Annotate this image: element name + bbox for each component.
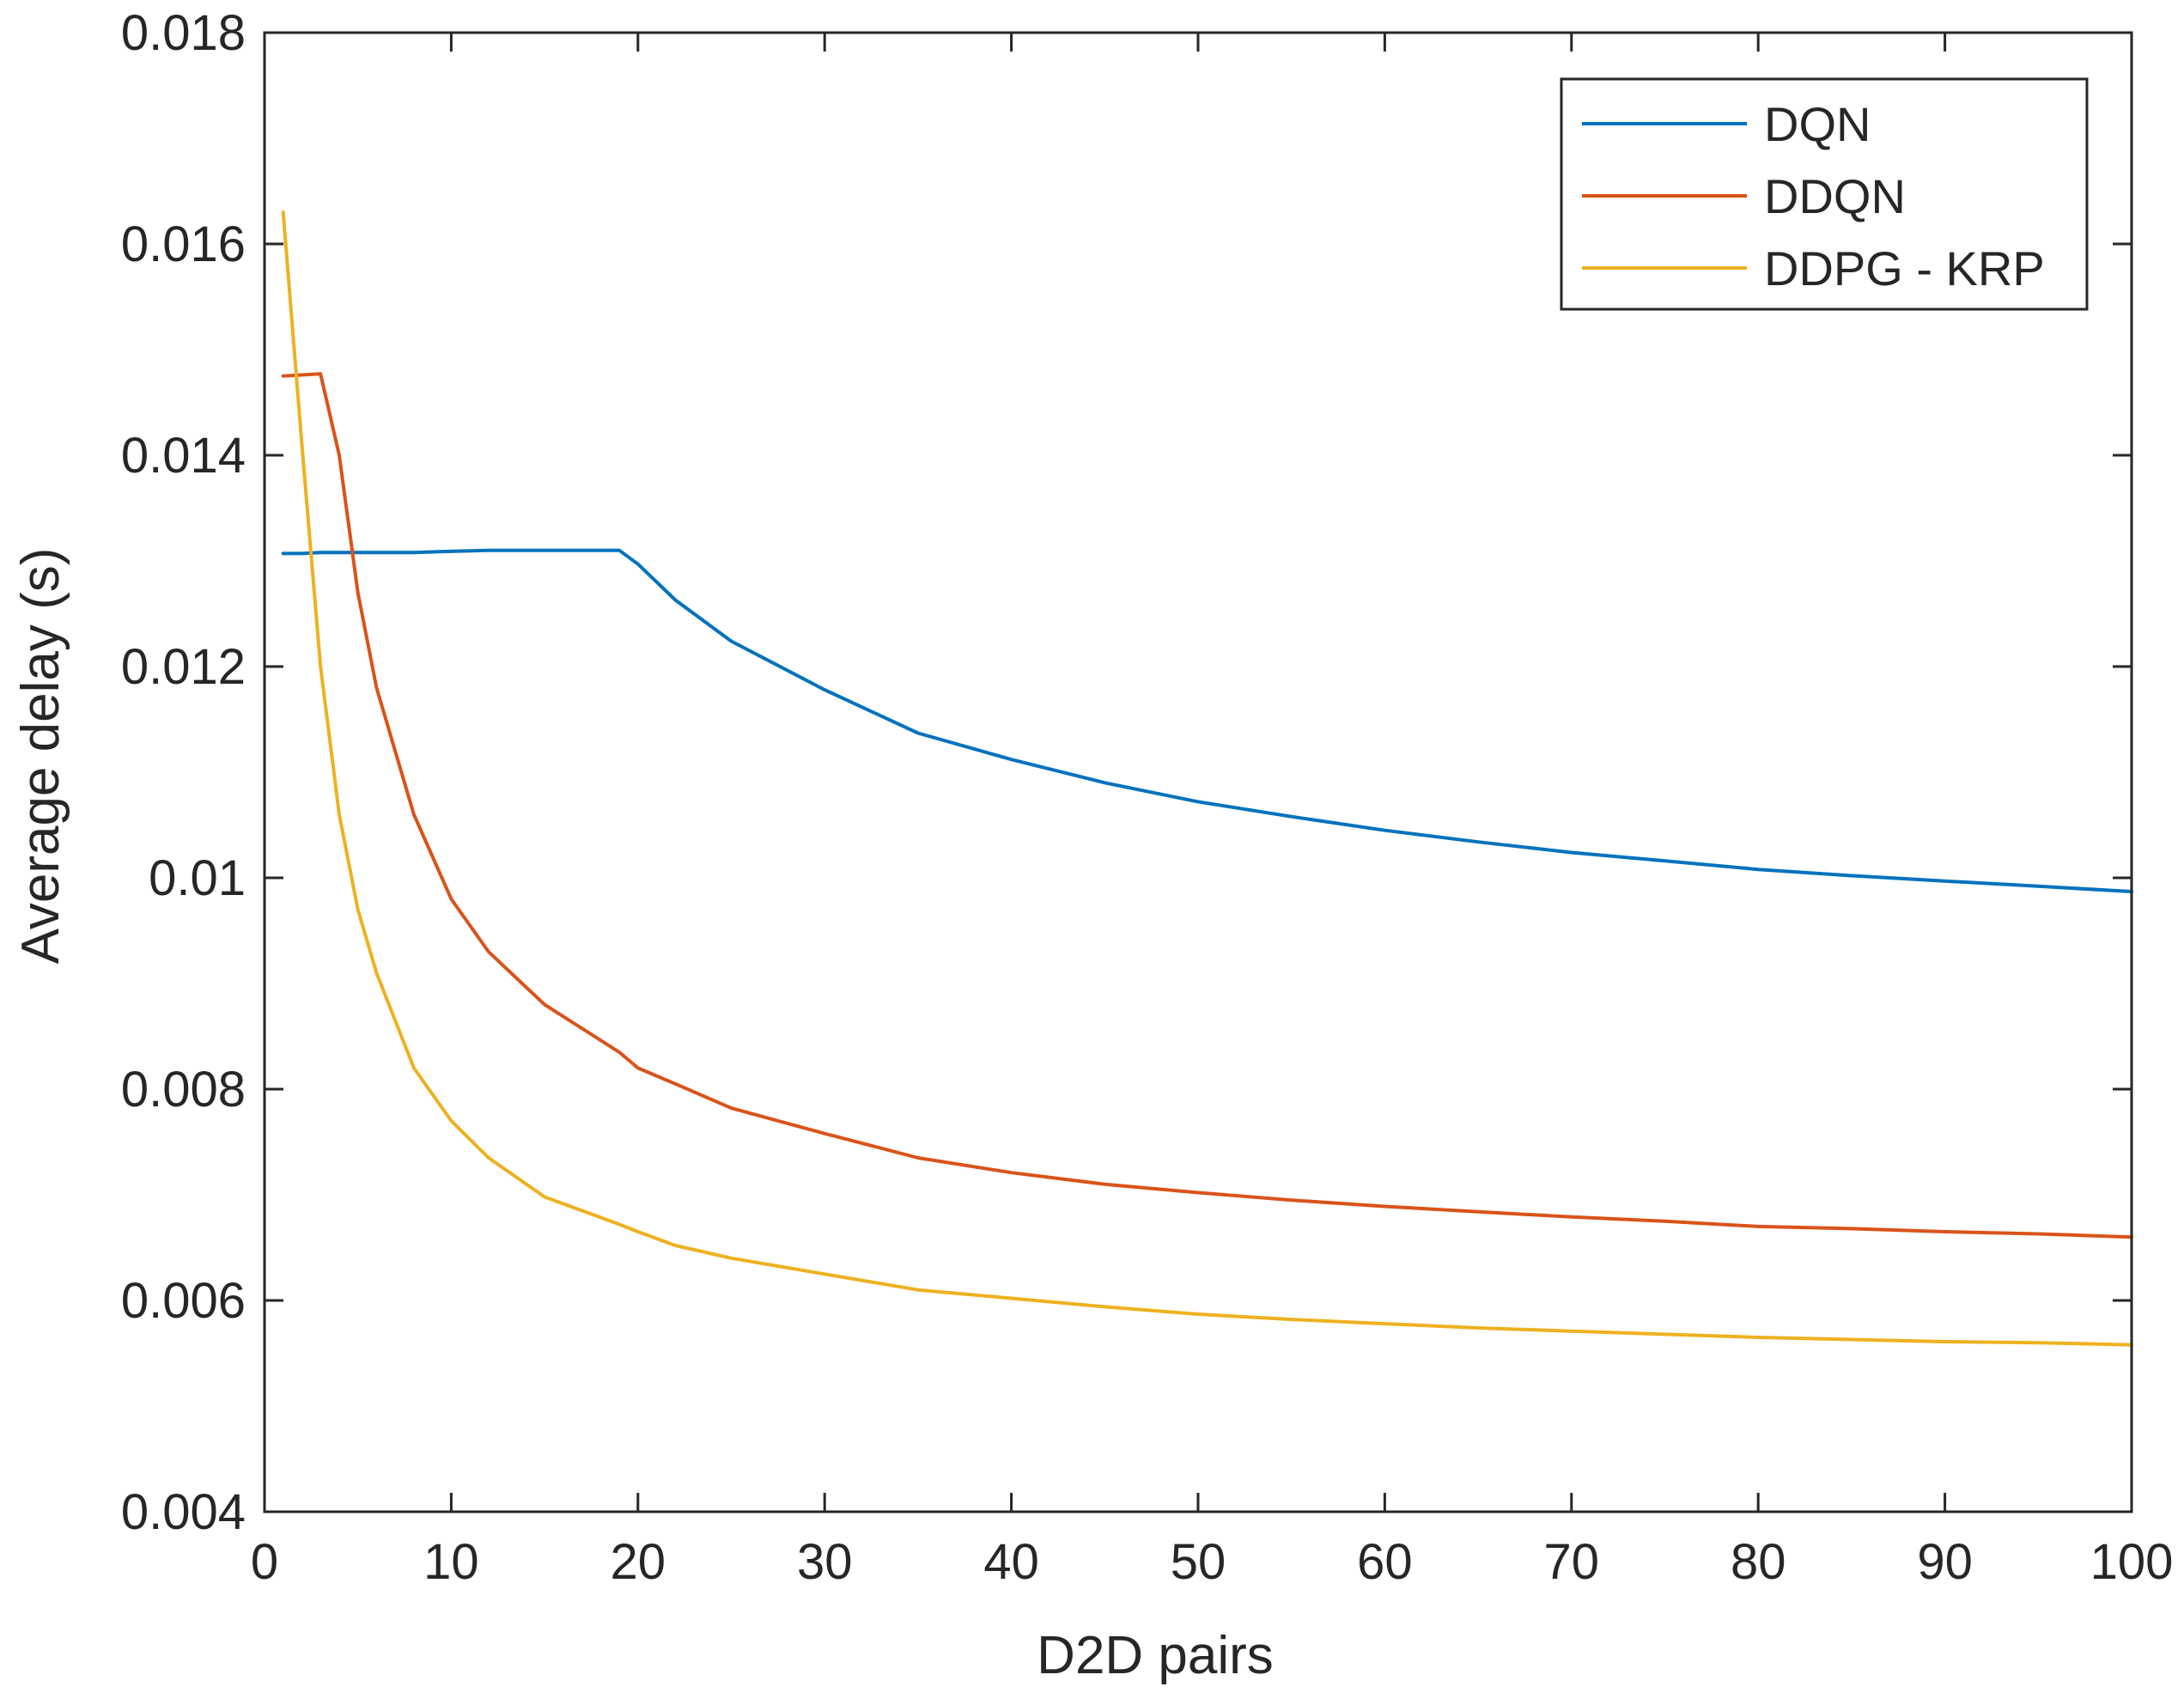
x-tick-label: 80 (1731, 1534, 1786, 1590)
y-tick-label: 0.004 (121, 1484, 246, 1540)
series-line-dqn (281, 548, 2133, 893)
x-axis-label: D2D pairs (1037, 1626, 1274, 1685)
series-line-ddpg-krp (281, 210, 2133, 1347)
y-tick-label: 0.008 (121, 1062, 246, 1117)
legend-label: DDQN (1764, 169, 1906, 223)
y-tick-label: 0.01 (149, 850, 246, 906)
y-tick-label: 0.018 (121, 5, 246, 61)
y-axis-label: Average delay (s) (11, 548, 70, 965)
x-tick-label: 40 (983, 1534, 1039, 1590)
x-tick-label: 100 (2090, 1534, 2174, 1590)
plot-area (281, 210, 2133, 1347)
y-tick-label: 0.006 (121, 1273, 246, 1329)
y-tick-label: 0.012 (121, 639, 246, 695)
y-tick-label: 0.014 (121, 428, 246, 484)
x-tick-label: 10 (423, 1534, 479, 1590)
x-tick-label: 0 (251, 1534, 278, 1590)
x-tick-label: 20 (611, 1534, 666, 1590)
x-tick-label: 90 (1917, 1534, 1973, 1590)
series-line-ddqn (281, 372, 2133, 1239)
legend-label: DQN (1764, 97, 1871, 151)
y-tick-label: 0.016 (121, 216, 246, 272)
x-tick-label: 50 (1171, 1534, 1226, 1590)
axes: 0 10 20 30 40 50 60 70 80 90 100 0.004 0.006 0.008 0.0… (121, 5, 2174, 1590)
x-tick-label: 30 (797, 1534, 853, 1590)
x-tick-label: 70 (1544, 1534, 1600, 1590)
legend-label: DDPG - KRP (1764, 241, 2045, 295)
x-tick-label: 60 (1357, 1534, 1413, 1590)
legend: DQN DDQN DDPG - KRP (1560, 77, 2089, 311)
